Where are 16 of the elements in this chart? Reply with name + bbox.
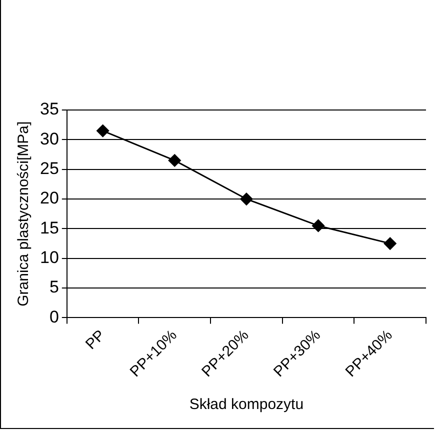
point	[168, 154, 181, 167]
point	[384, 237, 396, 250]
point	[96, 124, 110, 138]
y-tick-label: 0	[49, 307, 59, 326]
point	[240, 192, 253, 206]
y-tick-label: 35	[40, 100, 59, 119]
y-tick-label: 20	[40, 188, 59, 208]
point	[312, 219, 325, 232]
y-tick-label: 5	[49, 278, 59, 297]
y-tick-label: 25	[40, 159, 59, 178]
y-tick-label: 15	[40, 218, 59, 238]
x-axis-title: Skład kompozytu	[189, 396, 304, 414]
y-tick-label: 10	[40, 248, 59, 268]
y-tick-label: 30	[40, 129, 59, 148]
y-axis-title: Granica plastyczności[MPa]	[15, 121, 32, 306]
x-tick-label: PP	[82, 326, 109, 353]
